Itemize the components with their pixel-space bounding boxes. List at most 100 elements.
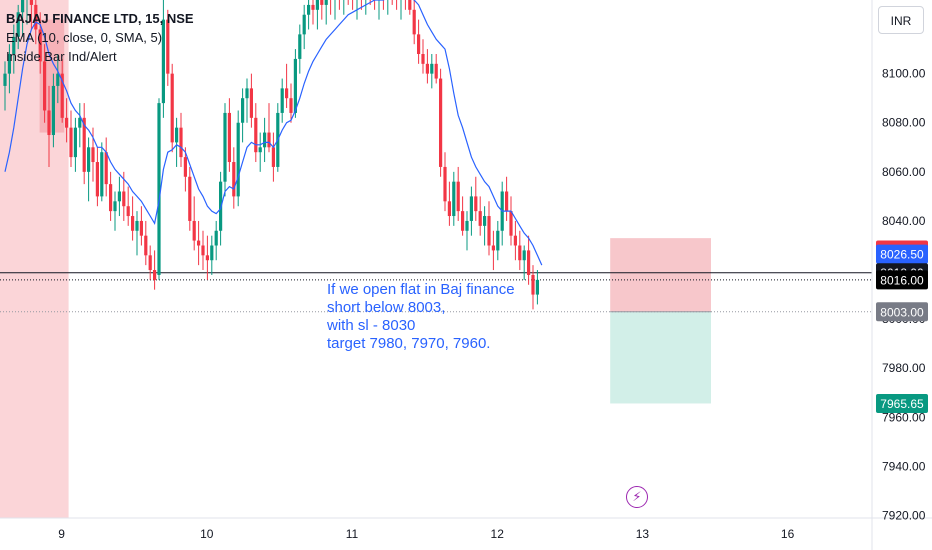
- candle: [285, 88, 289, 99]
- candle: [302, 14, 306, 35]
- candle: [267, 132, 271, 148]
- candle: [461, 211, 465, 231]
- candle: [91, 147, 95, 163]
- trade-note[interactable]: If we open flat in Baj finance short bel…: [327, 281, 515, 353]
- candle: [307, 4, 311, 15]
- symbol-title[interactable]: BAJAJ FINANCE LTD, 15, NSE: [6, 11, 194, 26]
- y-tick-label: 8060.00: [882, 165, 926, 179]
- candle: [73, 127, 77, 158]
- y-tick-label: 7920.00: [882, 509, 926, 523]
- candle: [478, 211, 482, 226]
- ema-indicator-label[interactable]: EMA (10, close, 0, SMA, 5): [6, 30, 163, 45]
- candle: [245, 88, 249, 99]
- candle: [7, 54, 11, 74]
- candle: [271, 147, 275, 167]
- candle: [21, 0, 25, 13]
- note-line: If we open flat in Baj finance: [327, 281, 515, 298]
- candle: [232, 162, 236, 197]
- candle: [135, 220, 139, 231]
- price-label: 8016.00: [880, 273, 924, 287]
- candle: [535, 279, 539, 295]
- candle: [51, 85, 55, 136]
- candle: [531, 274, 535, 295]
- candle: [179, 127, 183, 158]
- candle: [153, 270, 157, 280]
- candle: [38, 29, 42, 62]
- y-tick-label: 7960.00: [882, 410, 926, 424]
- candle: [505, 191, 509, 212]
- candle: [474, 196, 478, 212]
- x-tick-label: 11: [346, 527, 359, 541]
- y-tick-label: 8040.00: [882, 214, 926, 228]
- candle: [280, 88, 284, 113]
- candle: [469, 196, 473, 221]
- price-label: 8003.00: [880, 305, 924, 319]
- candle: [69, 127, 73, 158]
- candle: [126, 206, 130, 217]
- candle: [219, 181, 223, 231]
- candle: [82, 117, 86, 172]
- candle: [100, 152, 104, 197]
- x-tick-label: 9: [58, 527, 65, 541]
- price-label: 7965.65: [880, 397, 924, 411]
- candle: [518, 245, 522, 261]
- candle: [210, 245, 214, 261]
- candle: [311, 4, 315, 10]
- candle: [513, 235, 517, 246]
- candle: [78, 117, 82, 128]
- candle: [289, 98, 293, 113]
- candle: [417, 34, 421, 55]
- candle: [144, 235, 148, 256]
- candle: [214, 230, 218, 246]
- candle: [320, 0, 324, 5]
- candle: [412, 9, 416, 35]
- price-label-box: [876, 302, 928, 322]
- candle: [254, 117, 258, 153]
- candle: [434, 63, 438, 79]
- candle: [188, 176, 192, 221]
- candle: [522, 250, 526, 261]
- inside-bar-indicator-label[interactable]: Inside Bar Ind/Alert: [6, 49, 117, 64]
- candle: [241, 98, 245, 123]
- candle: [139, 220, 143, 236]
- candle: [509, 211, 513, 236]
- position-target-zone: [610, 311, 711, 404]
- candle: [175, 127, 179, 143]
- candle: [29, 0, 33, 5]
- candle: [56, 73, 60, 86]
- candle: [249, 88, 253, 118]
- candle: [408, 0, 412, 10]
- y-tick-label: 8100.00: [882, 67, 926, 81]
- currency-button[interactable]: INR: [878, 6, 924, 34]
- candle: [161, 19, 165, 104]
- candle: [47, 110, 51, 136]
- candle: [16, 12, 20, 37]
- candle: [227, 112, 231, 163]
- candle: [113, 201, 117, 212]
- candle: [95, 162, 99, 197]
- y-tick-label: 7940.00: [882, 459, 926, 473]
- candle: [122, 191, 126, 207]
- candle: [456, 181, 460, 212]
- lightning-bolt-icon[interactable]: ⚡︎: [626, 486, 648, 508]
- candle: [104, 152, 108, 185]
- candle: [34, 4, 38, 30]
- ema-line: [4, 0, 543, 266]
- candle: [166, 19, 170, 74]
- note-line: with sl - 8030: [327, 317, 416, 334]
- price-label-box: [876, 270, 928, 290]
- x-tick-label: 13: [636, 527, 650, 541]
- candle: [483, 216, 487, 226]
- candle: [65, 117, 69, 128]
- price-label-box: [876, 244, 928, 264]
- candle: [197, 240, 201, 246]
- candle: [131, 216, 135, 231]
- candle: [258, 147, 262, 153]
- x-tick-label: 16: [781, 527, 795, 541]
- candle: [447, 201, 451, 217]
- candle: [223, 112, 227, 182]
- candle: [60, 73, 64, 118]
- candle: [263, 132, 267, 148]
- candle: [465, 220, 469, 231]
